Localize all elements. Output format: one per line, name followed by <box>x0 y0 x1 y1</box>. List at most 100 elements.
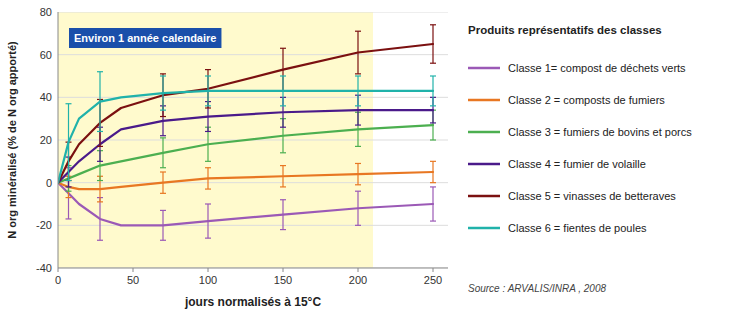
error-bar-cap <box>280 229 286 230</box>
error-bar <box>205 127 211 161</box>
grid-line <box>58 182 448 183</box>
error-bar-stem <box>68 104 69 181</box>
error-bar-stem <box>207 204 208 238</box>
error-bar <box>160 172 166 193</box>
error-bar <box>160 74 166 117</box>
error-bar-cap <box>280 105 286 106</box>
error-bar-cap <box>430 75 436 76</box>
series-line <box>58 183 433 226</box>
error-bar-cap <box>66 186 72 187</box>
error-bar-cap <box>355 73 361 74</box>
legend-swatch <box>468 131 500 134</box>
legend-swatch <box>468 99 500 102</box>
y-tick-label: 80 <box>40 6 52 18</box>
error-bar-cap <box>430 186 436 187</box>
error-bar <box>97 72 103 132</box>
error-bar-cap <box>97 180 103 181</box>
error-bar <box>280 166 286 187</box>
error-bar-cap <box>430 182 436 183</box>
error-bar-stem <box>162 172 163 193</box>
x-axis-line <box>58 268 448 269</box>
error-bar-cap <box>430 161 436 162</box>
error-bar-stem <box>357 31 358 74</box>
error-bar-cap <box>97 240 103 241</box>
error-bar-cap <box>205 131 211 132</box>
x-tick-label: 200 <box>349 274 367 286</box>
series-line <box>58 110 433 183</box>
error-bar-stem <box>432 76 433 106</box>
chart: -40-20020406080050100150200250Environ 1 … <box>0 0 747 316</box>
plot-area <box>58 12 448 268</box>
error-bar-cap <box>160 116 166 117</box>
x-tick <box>58 268 59 272</box>
error-bar <box>205 168 211 189</box>
error-bar-cap <box>355 75 361 76</box>
error-bar-cap <box>205 238 211 239</box>
error-bar-cap <box>205 105 211 106</box>
x-tick-label: 250 <box>424 274 442 286</box>
error-bar-cap <box>280 199 286 200</box>
y-tick-label: 0 <box>46 177 52 189</box>
error-bar-cap <box>280 186 286 187</box>
error-bar-stem <box>162 138 163 168</box>
error-bar-cap <box>355 31 361 32</box>
error-bar <box>205 204 211 238</box>
x-tick <box>283 268 284 272</box>
error-bar-cap <box>205 75 211 76</box>
source-text: Source : ARVALIS/INRA , 2008 <box>468 283 606 294</box>
error-bar-cap <box>355 184 361 185</box>
error-bar-cap <box>430 220 436 221</box>
error-bar <box>97 198 103 241</box>
error-bar <box>160 210 166 240</box>
error-bar <box>205 76 211 106</box>
x-axis-label: jours normalisés à 15°C <box>184 295 322 309</box>
error-bar <box>280 200 286 230</box>
error-bar <box>355 191 361 225</box>
legend-entry: Classe 1= compost de déchets verts <box>508 62 686 74</box>
y-tick-label: -20 <box>36 219 52 231</box>
y-tick-label: -40 <box>36 262 52 274</box>
error-bar-cap <box>66 180 72 181</box>
error-bar-cap <box>205 69 211 70</box>
legend: Produits représentatifs des classesClass… <box>468 24 692 234</box>
error-bar-cap <box>205 188 211 189</box>
error-bar-cap <box>280 127 286 128</box>
series-line <box>58 172 433 189</box>
x-tick-label: 100 <box>199 274 217 286</box>
error-bar-stem <box>432 187 433 221</box>
error-bar-cap <box>430 24 436 25</box>
error-bar-stem <box>432 161 433 182</box>
error-bar-stem <box>162 76 163 110</box>
error-bar <box>430 187 436 221</box>
legend-swatch <box>468 67 500 70</box>
error-bar-cap <box>97 71 103 72</box>
error-bar <box>430 25 436 63</box>
annotation: Environ 1 année calendaire <box>69 28 221 48</box>
error-bar-stem <box>99 72 100 132</box>
error-bar-stem <box>162 210 163 240</box>
error-bar-cap <box>430 139 436 140</box>
error-bar-cap <box>66 191 72 192</box>
error-bar-cap <box>66 180 72 181</box>
error-bar-cap <box>205 203 211 204</box>
error-bar-cap <box>66 218 72 219</box>
error-bar <box>355 163 361 184</box>
x-tick <box>133 268 134 272</box>
annotation-text: Environ 1 année calendaire <box>74 32 216 44</box>
x-tick <box>433 268 434 272</box>
error-bar-cap <box>97 131 103 132</box>
error-bar <box>430 161 436 182</box>
error-bar <box>355 31 361 74</box>
error-bar-cap <box>205 161 211 162</box>
legend-swatch <box>468 163 500 166</box>
error-bar-cap <box>160 73 166 74</box>
grid-line <box>58 268 448 269</box>
grid-line <box>58 54 448 55</box>
y-axis-line <box>58 12 59 268</box>
legend-entry: Classe 4 = fumier de volaille <box>508 158 646 170</box>
error-bar-stem <box>432 25 433 63</box>
x-tick <box>358 268 359 272</box>
error-bar <box>355 76 361 106</box>
error-bar-cap <box>160 193 166 194</box>
error-bar-cap <box>66 197 72 198</box>
